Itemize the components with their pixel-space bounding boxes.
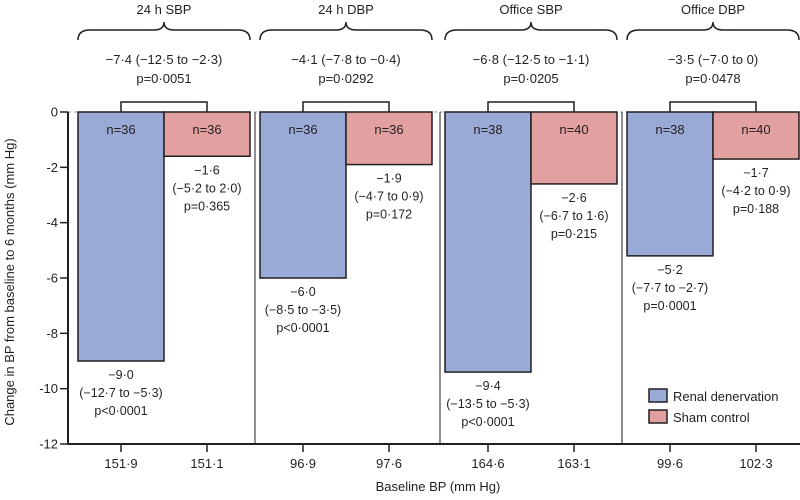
bar [444,111,532,373]
x-tick-label: 99·6 [657,456,683,471]
y-axis-label: Change in BP from baseline to 6 months (… [2,138,17,425]
bar [163,111,251,158]
y-tick-label: -10 [39,381,58,396]
x-axis-label: Baseline BP (mm Hg) [376,479,501,494]
y-tick-label: -2 [46,160,58,175]
legend-label: Renal denervation [673,389,779,404]
group-brace [444,21,618,41]
sample-size-label: n=40 [559,122,588,137]
group-brace [626,21,800,41]
y-tick-label: -12 [39,437,58,452]
x-tick-label: 102·3 [739,456,772,471]
x-tick-label: 151·1 [190,456,223,471]
sample-size-label: n=36 [374,122,403,137]
difference-label: −4·1 (−7·8 to −0·4) [291,52,400,67]
difference-label: −6·8 (−12·5 to −1·1) [473,52,590,67]
legend-label: Sham control [673,410,750,425]
bar-value-label: −1·7 [743,166,768,180]
bar-value-label: −2·6 [561,191,586,205]
sample-size-label: n=40 [741,122,770,137]
bar-p-value: p=0·365 [184,199,230,213]
bar-p-value: p<0·0001 [94,404,147,418]
group-label: 24 h DBP [318,2,374,17]
bar [77,111,165,362]
bar-value-label: −1·9 [376,172,401,186]
bar-p-value: p=0·188 [733,202,779,216]
bar-value-label: −5·2 [657,263,682,277]
x-tick-label: 164·6 [471,456,504,471]
bar-p-value: p=0·215 [551,227,597,241]
y-tick-label: 0 [51,105,58,120]
bar-p-value: p<0·0001 [276,321,329,335]
group-brace [259,21,433,41]
difference-label: −7·4 (−12·5 to −2·3) [106,52,223,67]
x-tick-label: 163·1 [557,456,590,471]
difference-p-value: p=0·0292 [318,71,373,86]
bar-ci-label: (−4·2 to 0·9) [721,184,790,198]
bar-ci-label: (−12·7 to −5·3) [79,386,162,400]
x-tick-label: 96·9 [290,456,316,471]
comparison-bracket [669,101,757,112]
bar-p-value: p=0·172 [366,208,412,222]
difference-p-value: p=0·0478 [685,71,740,86]
difference-p-value: p=0·0205 [503,71,558,86]
x-tick-label: 97·6 [376,456,402,471]
annotations: 24 h SBP −7·4 (−12·5 to −2·3) p=0·0051 n=36… [77,2,800,429]
bar [626,111,714,257]
legend: Renal denervation Sham control [648,388,779,425]
bar-value-label: −6·0 [290,285,315,299]
sample-size-label: n=36 [288,122,317,137]
axes: 0 -2 -4 -6 -8 -10 -12 151·9 151·1 96·9 97·6 164·6 16… [39,105,800,471]
difference-label: −3·5 (−7·0 to 0) [668,52,758,67]
bar [530,111,618,185]
legend-swatch [648,388,668,403]
sample-size-label: n=36 [192,122,221,137]
bar-ci-label: (−6·7 to 1·6) [539,209,608,223]
bar-ci-label: (−7·7 to −2·7) [632,281,708,295]
bar-p-value: p<0·0001 [461,415,514,429]
sample-size-label: n=36 [106,122,135,137]
sample-size-label: n=38 [473,122,502,137]
bar [345,111,433,166]
group-label: Office DBP [681,2,745,17]
bar [259,111,347,279]
sample-size-label: n=38 [655,122,684,137]
bar-ci-label: (−8·5 to −3·5) [265,303,341,317]
comparison-bracket [302,101,390,112]
bar-ci-label: (−4·7 to 0·9) [354,190,423,204]
bar-value-label: −9·0 [108,368,133,382]
difference-p-value: p=0·0051 [136,71,191,86]
y-tick-label: -8 [46,326,58,341]
y-tick-label: -6 [46,271,58,286]
comparison-bracket [120,101,208,112]
bar-ci-label: (−5·2 to 2·0) [172,181,241,195]
group-brace [77,21,251,41]
x-tick-label: 151·9 [104,456,137,471]
bar-p-value: p=0·0001 [643,299,696,313]
legend-swatch [648,409,668,424]
comparison-bracket [487,101,575,112]
bar-ci-label: (−13·5 to −5·3) [446,397,529,411]
y-tick-label: -4 [46,215,58,230]
bars [77,111,800,373]
bar-value-label: −1·6 [194,163,219,177]
bar-value-label: −9·4 [475,379,500,393]
group-label: Office SBP [499,2,562,17]
group-label: 24 h SBP [137,2,192,17]
